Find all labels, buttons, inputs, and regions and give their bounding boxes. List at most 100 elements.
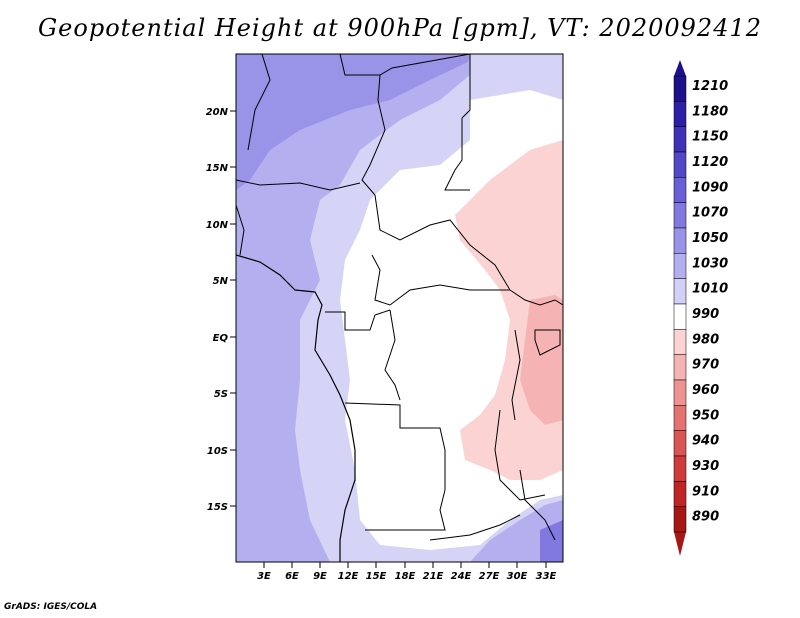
colorbar-label: 930: [692, 459, 719, 474]
lat-tick-label: 5S: [214, 389, 228, 400]
lon-tick: 18E: [395, 562, 416, 582]
colorbar-swatch: [673, 278, 687, 305]
colorbar-label: 940: [692, 434, 719, 449]
lon-tick: 6E: [285, 562, 299, 582]
lon-tick-label: 9E: [313, 571, 327, 582]
colorbar-label: 910: [692, 484, 719, 499]
border-line: [374, 194, 511, 291]
grads-credit: GrADS: IGES/COLA: [4, 602, 98, 612]
lon-tick: 24E: [451, 562, 472, 582]
colorbar-swatch: [673, 481, 687, 507]
lon-tick: 12E: [338, 562, 359, 582]
lon-tick-label: 27E: [479, 571, 500, 582]
lat-tick: 15S: [207, 502, 236, 513]
colorbar-swatch: [673, 101, 687, 127]
colorbar-swatch: [673, 126, 687, 153]
lake-outline: [511, 329, 521, 421]
colorbar-swatch: [673, 379, 687, 406]
lat-tick: 10N: [206, 220, 236, 231]
lon-tick-label: 18E: [395, 571, 416, 582]
field-1030-1050-se: [470, 500, 563, 562]
colorbar: 1210 1180 1150 1120 1090 1070 1050 1030 1010 990 9…: [673, 60, 728, 556]
lat-tick: 5S: [214, 389, 236, 400]
colorbar-label: 1120: [692, 155, 728, 170]
lat-tick-label: 10S: [207, 446, 228, 457]
colorbar-label: 960: [692, 383, 719, 398]
colorbar-label: 980: [692, 332, 719, 347]
lat-tick: EQ: [213, 333, 236, 344]
field-970-980: [520, 295, 563, 425]
border-line: [384, 309, 401, 401]
lat-tick-label: 15S: [207, 502, 228, 513]
map-fill: [236, 54, 563, 562]
map-frame: [235, 53, 564, 563]
lon-tick: 30E: [507, 562, 528, 582]
lat-tick: 10S: [207, 446, 236, 457]
colorbar-swatch: [673, 227, 687, 254]
border-line: [519, 469, 556, 541]
lon-tick-label: 12E: [338, 571, 359, 582]
coastline: [236, 204, 245, 256]
lat-tick-label: 5N: [213, 276, 229, 287]
lon-tick: 9E: [313, 562, 327, 582]
lon-tick: 21E: [423, 562, 444, 582]
lon-tick: 3E: [257, 562, 271, 582]
colorbar-label: 1030: [692, 256, 728, 271]
border-line: [444, 54, 471, 191]
lat-tick-label: 10N: [206, 220, 229, 231]
lat-tick: 15N: [206, 163, 236, 174]
colorbar-label: 1210: [692, 79, 728, 94]
lat-tick-label: EQ: [213, 333, 229, 344]
colorbar-swatch: [673, 75, 687, 102]
colorbar-label: 1180: [692, 104, 728, 119]
colorbar-swatch: [673, 506, 687, 533]
colorbar-label: 1150: [692, 130, 728, 145]
border-line: [236, 179, 361, 191]
lon-tick-label: 6E: [285, 571, 299, 582]
colorbar-swatch: [673, 354, 687, 381]
lon-tick-label: 30E: [507, 571, 528, 582]
border-line: [534, 329, 561, 356]
border-line: [325, 309, 391, 331]
colorbar-swatch: [673, 151, 687, 178]
chart-title: Geopotential Height at 900hPa [gpm], VT:…: [38, 14, 762, 42]
colorbar-label: 990: [692, 307, 719, 322]
lat-tick-label: 15N: [206, 163, 229, 174]
latitude-axis: 20N 15N 10N 5N EQ 5S 10S 15S: [206, 107, 236, 513]
colorbar-label: 890: [692, 510, 719, 525]
colorbar-label: 1090: [692, 180, 728, 195]
border-line: [344, 402, 446, 451]
colorbar-label: 970: [692, 358, 719, 373]
field-1050-1070: [236, 54, 470, 190]
lon-tick-label: 24E: [451, 571, 472, 582]
lon-tick: 15E: [366, 562, 387, 582]
colorbar-swatch: [673, 329, 687, 355]
lat-tick: 20N: [206, 107, 236, 118]
colorbar-swatch: [673, 202, 687, 229]
lon-tick: 27E: [479, 562, 500, 582]
colorbar-top-arrow: [674, 60, 686, 76]
lon-tick: 33E: [536, 562, 557, 582]
longitude-axis: 3E 6E 9E 12E 15E 18E 21E 24E 27E 30E 33E: [257, 562, 557, 582]
colorbar-label: 1010: [692, 282, 728, 297]
field-1030-1050: [236, 54, 470, 562]
lon-tick-label: 15E: [366, 571, 387, 582]
colorbar-swatch: [673, 303, 687, 330]
colorbar-swatch: [673, 405, 687, 431]
border-line: [361, 74, 386, 196]
lat-tick-label: 20N: [206, 107, 229, 118]
field-1070-1090-se: [540, 520, 563, 562]
lat-tick: 5N: [213, 276, 236, 287]
lon-tick-label: 33E: [536, 571, 557, 582]
colorbar-swatch: [673, 177, 687, 203]
border-line: [365, 450, 446, 531]
colorbar-swatch: [673, 430, 687, 457]
coastline: [236, 254, 356, 562]
colorbar-bottom-arrow: [674, 532, 686, 556]
colorbar-label: 1070: [692, 206, 728, 221]
colorbar-label: 950: [692, 408, 719, 423]
border-line: [247, 54, 271, 151]
country-borders: [236, 54, 563, 541]
border-line: [371, 254, 510, 306]
